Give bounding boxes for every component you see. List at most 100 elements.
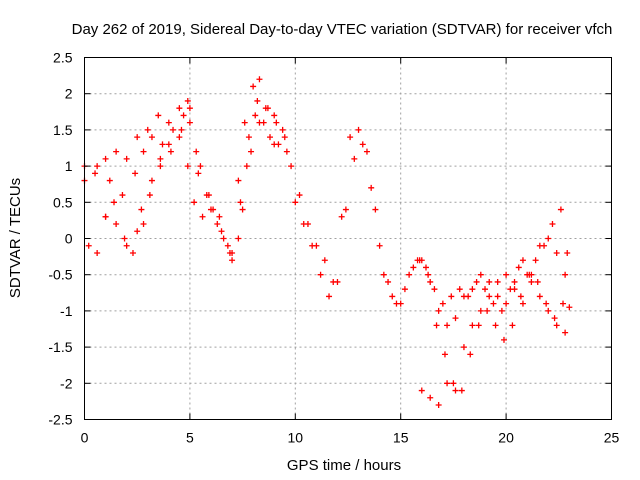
- y-tick-label: 1: [65, 158, 73, 174]
- data-point: [494, 278, 501, 285]
- y-tick-label: -2.5: [48, 412, 72, 428]
- data-point: [106, 177, 113, 184]
- y-tick-label: 2.5: [53, 50, 73, 66]
- data-point: [534, 278, 541, 285]
- data-point: [456, 286, 463, 293]
- data-point: [205, 192, 212, 199]
- data-point: [444, 380, 451, 387]
- data-point: [452, 315, 459, 322]
- y-tick-label: -1.5: [48, 339, 72, 355]
- data-point: [138, 206, 145, 213]
- data-point: [519, 300, 526, 307]
- data-point: [283, 148, 290, 155]
- data-point: [250, 83, 257, 90]
- data-point: [170, 126, 177, 133]
- data-point: [102, 213, 109, 220]
- data-point: [355, 126, 362, 133]
- data-point: [526, 271, 533, 278]
- data-point: [347, 134, 354, 141]
- data-point: [321, 257, 328, 264]
- data-point: [260, 119, 267, 126]
- data-point: [511, 286, 518, 293]
- data-point: [148, 177, 155, 184]
- data-point: [435, 402, 442, 409]
- data-point: [140, 148, 147, 155]
- chart-title: Day 262 of 2019, Sidereal Day-to-day VTE…: [72, 21, 613, 38]
- data-point: [441, 351, 448, 358]
- data-point: [372, 206, 379, 213]
- data-point: [220, 235, 227, 242]
- x-tick-label: 15: [393, 430, 409, 446]
- axis-ticks: 0 5 10 15 20 25 2.5 2 1.5 1 0.5 0 -0.5 -1 -1.5 -2 -2.5: [48, 50, 619, 446]
- data-point: [566, 304, 573, 311]
- grid: [84, 57, 612, 420]
- data-point: [184, 97, 191, 104]
- data-point: [427, 278, 434, 285]
- data-point: [536, 293, 543, 300]
- data-point: [425, 271, 432, 278]
- data-point: [380, 271, 387, 278]
- data-point: [235, 177, 242, 184]
- data-point: [517, 293, 524, 300]
- series-track-6: [292, 141, 569, 336]
- series-track-5: [288, 126, 571, 314]
- data-point: [439, 300, 446, 307]
- data-point: [359, 141, 366, 148]
- data-point: [467, 351, 474, 358]
- plot-frame: [84, 57, 612, 420]
- y-tick-label: -1: [60, 303, 73, 319]
- data-point: [422, 264, 429, 271]
- data-point: [553, 322, 560, 329]
- data-point: [401, 286, 408, 293]
- data-points: [81, 76, 573, 409]
- y-tick-label: 0.5: [53, 194, 73, 210]
- data-point: [167, 148, 174, 155]
- x-axis-label: GPS time / hours: [287, 457, 401, 474]
- data-point: [562, 271, 569, 278]
- data-point: [271, 141, 278, 148]
- data-point: [498, 307, 505, 314]
- data-point: [490, 300, 497, 307]
- data-point: [519, 257, 526, 264]
- data-point: [157, 163, 164, 170]
- data-point: [226, 249, 233, 256]
- data-point: [406, 271, 413, 278]
- data-point: [389, 293, 396, 300]
- data-point: [155, 112, 162, 119]
- data-point: [484, 307, 491, 314]
- data-point: [473, 278, 480, 285]
- data-point: [342, 206, 349, 213]
- x-tick-label: 25: [604, 430, 620, 446]
- data-point: [416, 257, 423, 264]
- data-point: [186, 119, 193, 126]
- data-point: [92, 170, 99, 177]
- data-point: [119, 192, 126, 199]
- data-point: [224, 242, 231, 249]
- data-point: [296, 192, 303, 199]
- data-point: [229, 257, 236, 264]
- data-point: [427, 394, 434, 401]
- data-point: [385, 278, 392, 285]
- data-point: [460, 344, 467, 351]
- data-point: [165, 119, 172, 126]
- data-point: [469, 286, 476, 293]
- data-point: [241, 119, 248, 126]
- data-point: [551, 315, 558, 322]
- data-point: [157, 155, 164, 162]
- data-point: [132, 170, 139, 177]
- data-point: [245, 134, 252, 141]
- data-point: [165, 141, 172, 148]
- data-point: [431, 286, 438, 293]
- y-axis-label: SDTVAR / TECUs: [7, 178, 24, 298]
- data-point: [309, 242, 316, 249]
- data-point: [564, 249, 571, 256]
- data-point: [509, 322, 516, 329]
- data-point: [528, 278, 535, 285]
- data-point: [235, 235, 242, 242]
- data-point: [176, 134, 183, 141]
- data-point: [376, 242, 383, 249]
- data-point: [460, 293, 467, 300]
- data-point: [176, 105, 183, 112]
- data-point: [193, 148, 200, 155]
